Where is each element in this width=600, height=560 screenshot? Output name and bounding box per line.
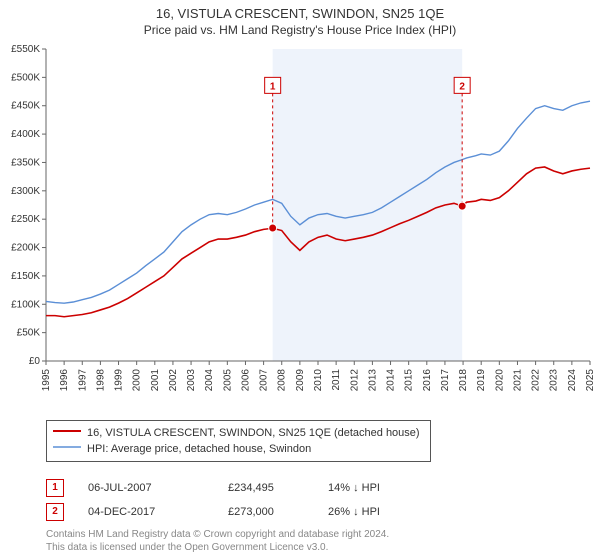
svg-text:1998: 1998 (95, 369, 106, 392)
svg-text:2021: 2021 (512, 369, 523, 392)
svg-text:£250K: £250K (11, 214, 40, 225)
svg-text:£500K: £500K (11, 72, 40, 83)
sale-marker-icon: 1 (46, 479, 64, 497)
svg-text:1996: 1996 (59, 369, 70, 392)
svg-text:2024: 2024 (567, 369, 578, 392)
svg-text:£50K: £50K (17, 328, 41, 339)
legend-label: HPI: Average price, detached house, Swin… (87, 441, 311, 457)
legend: 16, VISTULA CRESCENT, SWINDON, SN25 1QE … (46, 420, 431, 462)
legend-item: HPI: Average price, detached house, Swin… (53, 441, 420, 457)
svg-text:2016: 2016 (422, 369, 433, 392)
sales-table: 1 06-JUL-2007 £234,495 14% ↓ HPI 2 04-DE… (46, 476, 448, 524)
sale-marker-icon: 2 (46, 503, 64, 521)
sale-diff: 14% ↓ HPI (328, 478, 448, 498)
svg-text:£450K: £450K (11, 101, 40, 112)
svg-text:2020: 2020 (494, 369, 505, 392)
sale-price: £273,000 (228, 502, 328, 522)
legend-label: 16, VISTULA CRESCENT, SWINDON, SN25 1QE … (87, 425, 420, 441)
svg-text:1995: 1995 (41, 369, 52, 392)
svg-text:2019: 2019 (476, 369, 487, 392)
svg-text:2005: 2005 (222, 369, 233, 392)
chart-area: £0 £50K £100K £150K £200K £250K £300K £350K £400… (0, 41, 600, 421)
attribution-line: Contains HM Land Registry data © Crown c… (46, 528, 389, 541)
chart-title: 16, VISTULA CRESCENT, SWINDON, SN25 1QE (0, 0, 600, 21)
legend-item: 16, VISTULA CRESCENT, SWINDON, SN25 1QE … (53, 425, 420, 441)
attribution: Contains HM Land Registry data © Crown c… (46, 528, 389, 554)
svg-text:2006: 2006 (240, 369, 251, 392)
chart-container: { "title": "16, VISTULA CRESCENT, SWINDO… (0, 0, 600, 560)
svg-text:2002: 2002 (168, 369, 179, 392)
sale-date: 04-DEC-2017 (88, 502, 228, 522)
svg-text:£300K: £300K (11, 186, 40, 197)
svg-text:£0: £0 (29, 356, 41, 367)
svg-text:2: 2 (459, 81, 465, 92)
svg-text:£400K: £400K (11, 129, 40, 140)
svg-text:2023: 2023 (549, 369, 560, 392)
svg-text:2011: 2011 (331, 369, 342, 391)
legend-swatch (53, 441, 81, 457)
svg-text:2013: 2013 (367, 369, 378, 392)
svg-text:1: 1 (270, 81, 276, 92)
chart-subtitle: Price paid vs. HM Land Registry's House … (0, 21, 600, 41)
svg-text:2008: 2008 (277, 369, 288, 392)
svg-text:2003: 2003 (186, 369, 197, 392)
svg-text:2001: 2001 (150, 369, 161, 392)
svg-text:£550K: £550K (11, 44, 40, 55)
svg-text:£100K: £100K (11, 299, 40, 310)
svg-text:2015: 2015 (404, 369, 415, 392)
svg-text:1997: 1997 (77, 369, 88, 392)
svg-text:2007: 2007 (259, 369, 270, 392)
svg-text:2022: 2022 (531, 369, 542, 392)
sale-date: 06-JUL-2007 (88, 478, 228, 498)
attribution-line: This data is licensed under the Open Gov… (46, 541, 389, 554)
svg-text:2025: 2025 (585, 369, 596, 392)
svg-text:2000: 2000 (132, 369, 143, 392)
svg-text:2014: 2014 (386, 369, 397, 392)
svg-text:2018: 2018 (458, 369, 469, 392)
svg-text:2012: 2012 (349, 369, 360, 392)
sale-row: 1 06-JUL-2007 £234,495 14% ↓ HPI (46, 476, 448, 500)
sale-row: 2 04-DEC-2017 £273,000 26% ↓ HPI (46, 500, 448, 524)
svg-text:2017: 2017 (440, 369, 451, 392)
svg-text:2009: 2009 (295, 369, 306, 392)
svg-text:1999: 1999 (114, 369, 125, 392)
sale-price: £234,495 (228, 478, 328, 498)
svg-text:2010: 2010 (313, 369, 324, 392)
svg-text:2004: 2004 (204, 369, 215, 392)
svg-text:£200K: £200K (11, 243, 40, 254)
svg-text:£150K: £150K (11, 271, 40, 282)
sale-diff: 26% ↓ HPI (328, 502, 448, 522)
chart-svg: £0 £50K £100K £150K £200K £250K £300K £350K £400… (0, 41, 600, 421)
svg-text:£350K: £350K (11, 157, 40, 168)
legend-swatch (53, 425, 81, 441)
